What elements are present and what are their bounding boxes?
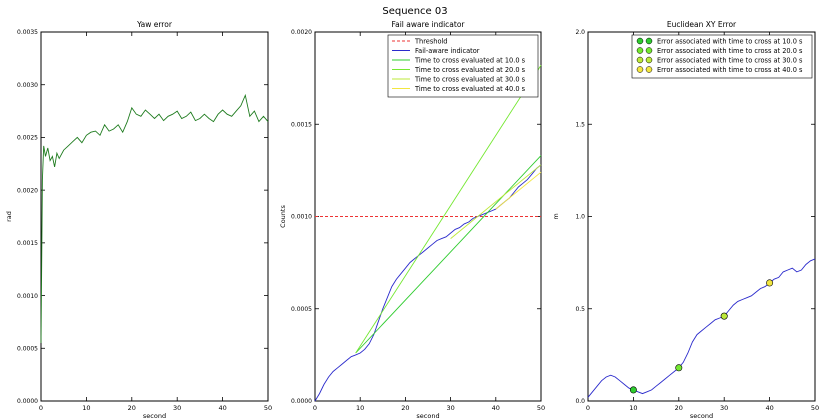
legend-marker [636, 66, 644, 73]
x-tick-label: 50 [811, 404, 819, 412]
y-tick-label: 0.0005 [17, 345, 38, 352]
legend-marker [645, 47, 653, 54]
y-tick-label: 0.0030 [17, 82, 38, 89]
legend-marker [645, 56, 653, 64]
y-tick-label: 2.0 [575, 29, 585, 36]
series-line-0 [587, 258, 816, 398]
x-tick-label: 0 [586, 404, 590, 412]
y-tick-label: 0.0000 [17, 398, 38, 405]
legend-marker [636, 37, 644, 45]
series-line-5 [495, 171, 542, 210]
marker-point-1 [675, 364, 683, 372]
series-line-0 [40, 93, 269, 344]
y-axis-label: m [552, 213, 560, 219]
y-tick-label: 0.0015 [17, 240, 38, 247]
y-tick-label: 0.0010 [291, 214, 312, 221]
legend-box [631, 34, 813, 79]
y-tick-label: 0.0035 [17, 29, 38, 36]
x-tick-label: 40 [765, 404, 773, 412]
x-tick-label: 30 [720, 404, 728, 412]
x-tick-label: 0 [313, 404, 317, 412]
x-axis-label: second [416, 412, 439, 419]
x-axis-label: second [143, 412, 166, 419]
panel-title: Yaw error [136, 20, 173, 29]
legend-label: Error associated with time to cross at 3… [657, 56, 803, 64]
legend-label: Time to cross evaluated at 30.0 s [414, 75, 526, 83]
y-tick-label: 1.5 [575, 121, 585, 128]
series-line-4 [450, 164, 542, 239]
legend-label: Error associated with time to cross at 4… [657, 66, 803, 74]
legend-marker [645, 66, 653, 73]
x-tick-label: 40 [492, 404, 500, 412]
y-tick-label: 1.0 [575, 214, 585, 221]
marker-point-0 [629, 386, 637, 394]
x-tick-label: 50 [537, 404, 545, 412]
panel-title: Euclidean XY Error [667, 20, 737, 29]
series-line-3 [355, 64, 542, 354]
legend-marker [645, 37, 653, 45]
x-tick-label: 20 [128, 404, 136, 412]
plot-frame [40, 31, 269, 402]
legend-label: Time to cross evaluated at 40.0 s [414, 85, 526, 93]
y-tick-label: 0.0025 [17, 135, 38, 142]
x-tick-label: 20 [675, 404, 683, 412]
y-tick-label: 0.0000 [291, 398, 312, 405]
legend-label: Error associated with time to cross at 1… [657, 37, 803, 45]
x-tick-label: 30 [446, 404, 454, 412]
legend-marker [636, 56, 644, 64]
y-tick-label: 0.0020 [17, 187, 38, 194]
legend-label: Threshold [414, 37, 448, 45]
y-tick-label: 0.5 [575, 306, 585, 313]
y-tick-label: 0.0005 [291, 306, 312, 313]
x-tick-label: 40 [218, 404, 226, 412]
marker-point-2 [720, 312, 728, 320]
x-tick-label: 0 [39, 404, 43, 412]
suptitle: Sequence 03 [382, 6, 448, 17]
plot-frame [587, 31, 816, 402]
x-tick-label: 30 [173, 404, 181, 412]
x-tick-label: 20 [401, 404, 409, 412]
x-tick-label: 10 [629, 404, 637, 412]
y-tick-label: 0.0020 [291, 29, 312, 36]
y-axis-label: Counts [279, 205, 287, 228]
x-axis-label: second [690, 412, 713, 419]
legend-label: Time to cross evaluated at 20.0 s [414, 66, 526, 74]
legend-label: Time to cross evaluated at 10.0 s [414, 56, 526, 64]
x-tick-label: 10 [82, 404, 90, 412]
legend-label: Error associated with time to cross at 2… [657, 47, 803, 55]
series-line-2 [355, 155, 542, 354]
y-tick-label: 0.0010 [17, 293, 38, 300]
x-tick-label: 10 [356, 404, 364, 412]
legend-box [387, 34, 539, 98]
y-tick-label: 0.0 [575, 398, 585, 405]
x-tick-label: 50 [264, 404, 272, 412]
marker-point-3 [766, 279, 774, 287]
y-tick-label: 0.0015 [291, 121, 312, 128]
legend-label: Fail-aware indicator [415, 47, 480, 55]
y-axis-label: rad [5, 211, 13, 222]
legend-marker [636, 47, 644, 54]
panel-title: Fail aware indicator [391, 20, 465, 29]
